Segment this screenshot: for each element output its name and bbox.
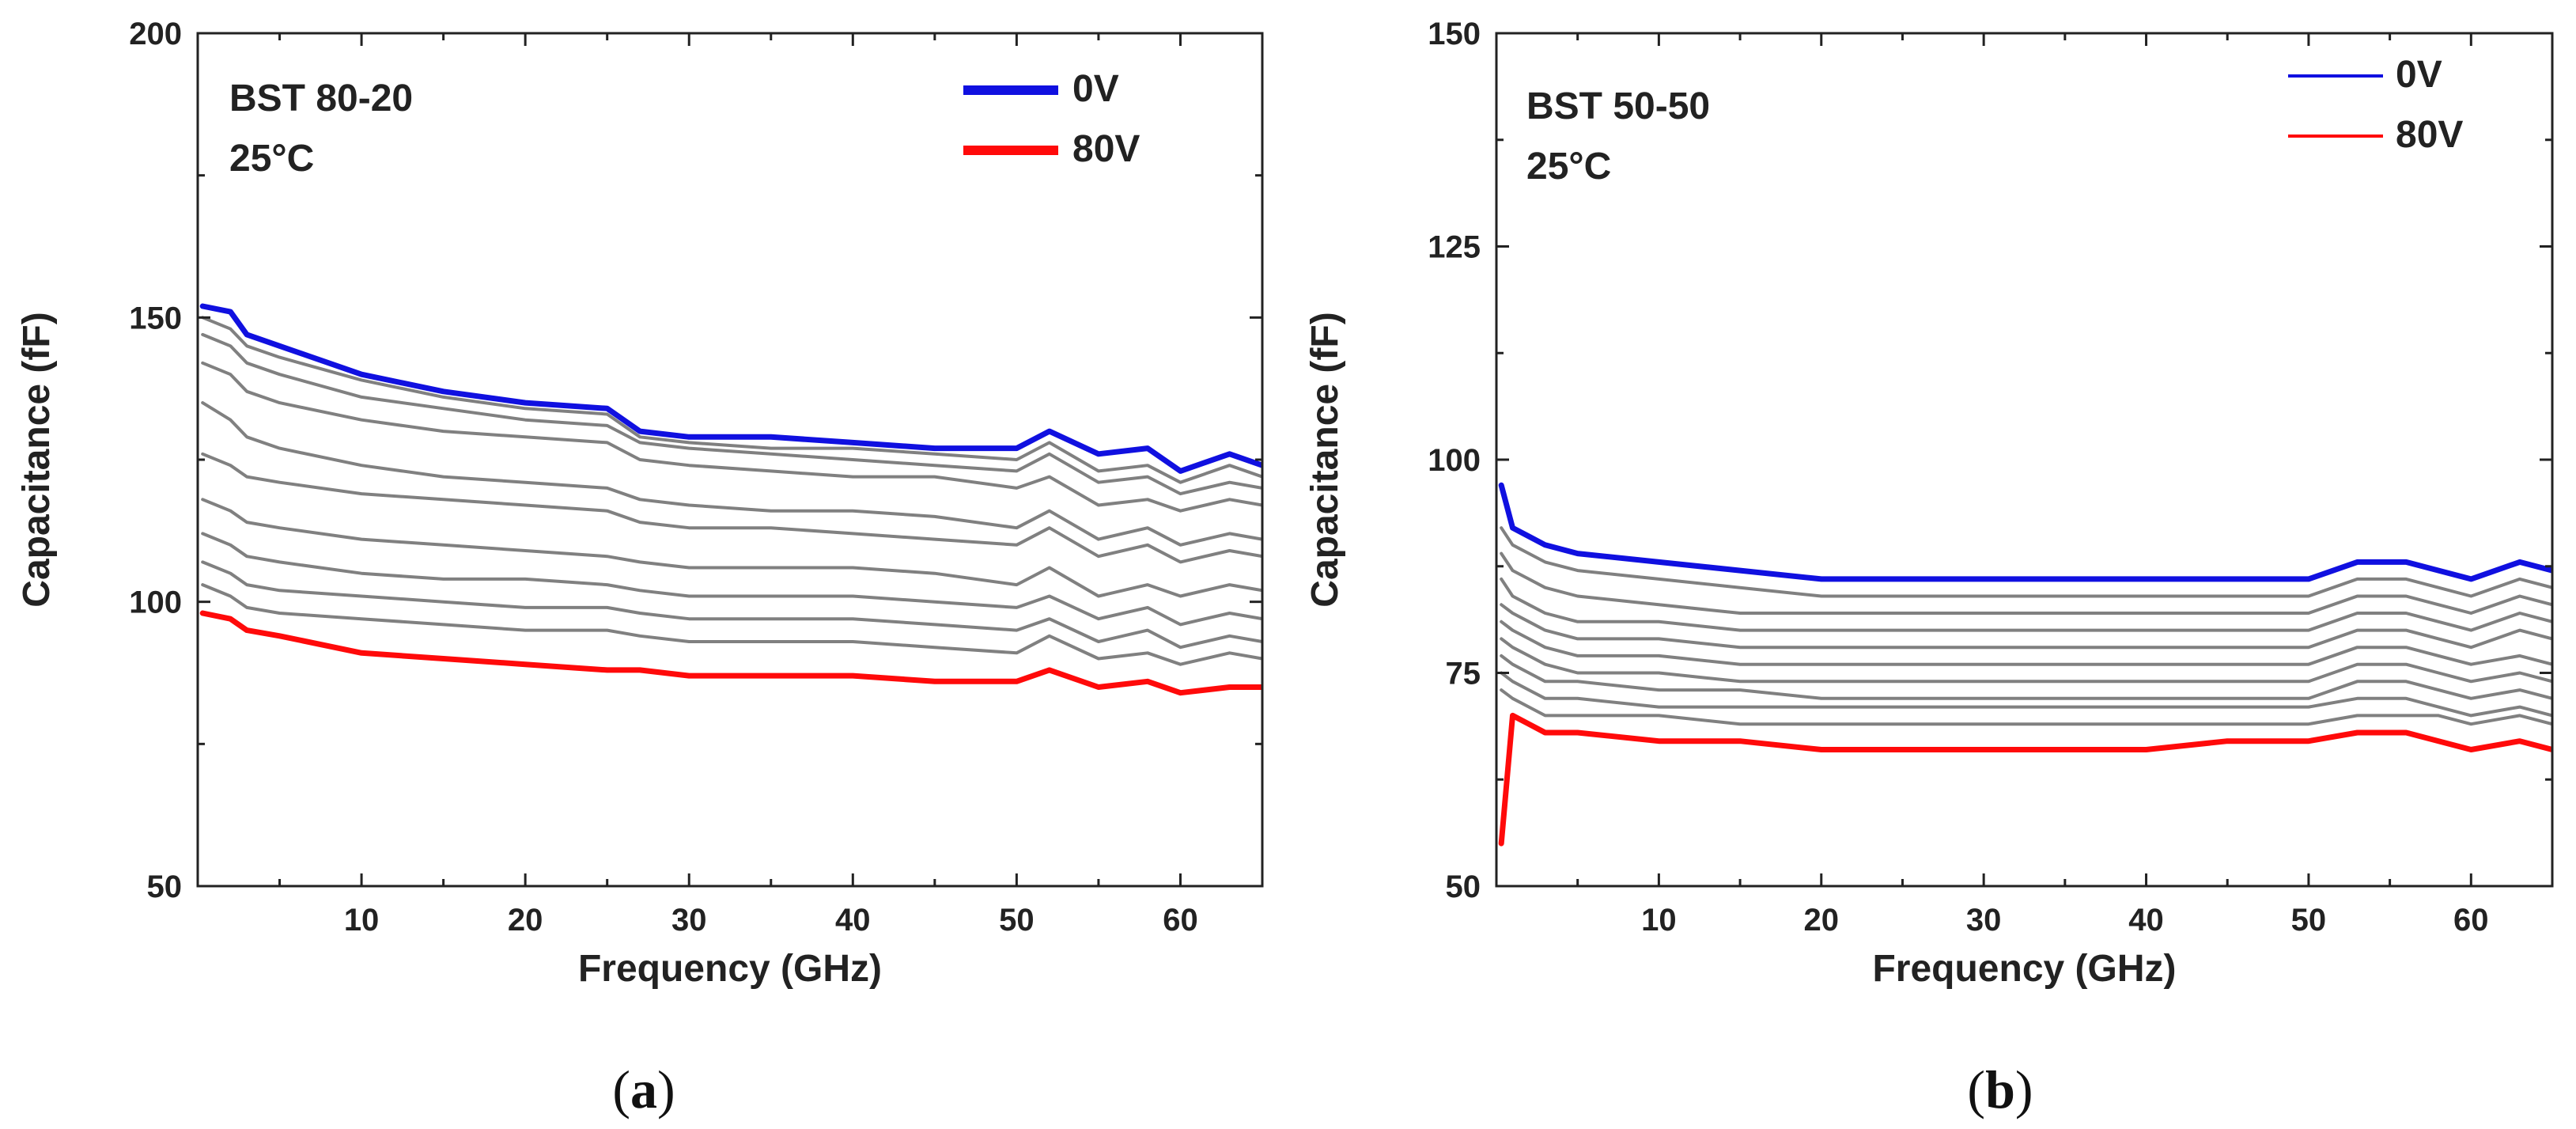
chart-b-y-tick-label: 50 xyxy=(1446,869,1481,904)
chart-b-x-tick-label: 50 xyxy=(2291,903,2327,938)
chart-a-series-80V xyxy=(199,610,1262,696)
chart-b-series-intermediate-5 xyxy=(1500,619,2552,666)
chart-b-series-intermediate-3 xyxy=(1500,577,2552,632)
chart-b-series-intermediate-7 xyxy=(1500,654,2552,700)
chart-b-legend-label-80V: 80V xyxy=(2396,114,2463,156)
chart-b-y-tick-label: 75 xyxy=(1446,657,1481,691)
chart-a-series-intermediate-2 xyxy=(201,332,1262,496)
chart-b-series-intermediate-1 xyxy=(1500,526,2552,598)
chart-a-series-0V xyxy=(199,303,1262,474)
chart-b-x-tick-label: 10 xyxy=(1641,903,1677,938)
chart-a-series-intermediate-3 xyxy=(201,361,1262,513)
chart-b-x-tick-label: 40 xyxy=(2128,903,2164,938)
chart-b-series-0V xyxy=(1498,482,2552,582)
chart-a-y-axis-title: Capacitance (fF) xyxy=(16,312,58,607)
chart-a-y-tick-label: 50 xyxy=(147,869,183,904)
chart-b-series-intermediate-6 xyxy=(1500,637,2552,684)
chart-a-series-group xyxy=(199,303,1262,696)
chart-b-panel-caption: (b) xyxy=(1967,1059,2033,1120)
chart-a-x-tick-label: 20 xyxy=(508,903,543,938)
chart-a-y-tick-label: 200 xyxy=(129,17,182,51)
chart-a-series-intermediate-6 xyxy=(201,498,1262,598)
chart-b-annotation-line: 25°C xyxy=(1526,146,1611,188)
chart-a-annotation-line: BST 80-20 xyxy=(229,78,413,119)
chart-a-series-intermediate-4 xyxy=(201,401,1262,547)
chart-a-series-intermediate-9 xyxy=(201,583,1262,666)
chart-a-series-intermediate-1 xyxy=(201,316,1262,484)
chart-a-panel-caption: (a) xyxy=(612,1059,675,1120)
chart-b-svg: 50 75 100 125 150 10 20 30 40 50 60 Frequency (GHz)… xyxy=(1304,17,2554,1120)
chart-b-series-group xyxy=(1498,482,2552,847)
chart-b-series-intermediate-8 xyxy=(1500,671,2552,718)
chart-a-x-axis-title: Frequency (GHz) xyxy=(578,948,882,990)
chart-b-series-intermediate-9 xyxy=(1500,688,2552,726)
chart-b-series-intermediate-4 xyxy=(1500,603,2552,650)
chart-a-svg: 50 100 150 200 10 20 30 40 50 60 Frequency (GHz) Ca… xyxy=(16,17,1264,1120)
chart-a-y-tick-label: 150 xyxy=(129,301,182,335)
chart-b-y-tick-label: 125 xyxy=(1428,230,1481,265)
chart-b-series-80V xyxy=(1498,712,2552,847)
chart-panel-b: 50 75 100 125 150 10 20 30 40 50 60 Frequency (GHz)… xyxy=(1288,0,2576,1129)
chart-b-y-axis-title: Capacitance (fF) xyxy=(1304,312,1346,607)
chart-a-x-tick-label: 40 xyxy=(835,903,871,938)
chart-b-y-tick-label: 150 xyxy=(1428,17,1481,51)
chart-b-plot-frame xyxy=(1495,32,2554,888)
chart-a-series-intermediate-8 xyxy=(201,560,1262,650)
chart-b-legend-label-0V: 0V xyxy=(2396,54,2442,96)
chart-a-x-tick-label: 60 xyxy=(1163,903,1198,938)
chart-b-x-tick-label: 20 xyxy=(1804,903,1840,938)
chart-b-x-tick-label: 30 xyxy=(1966,903,2002,938)
chart-panel-a: 50 100 150 200 10 20 30 40 50 60 Frequency (GHz) Ca… xyxy=(16,17,1264,1120)
chart-a-x-tick-label: 10 xyxy=(344,903,380,938)
chart-a-legend-label-0V: 0V xyxy=(1072,68,1119,110)
chart-b-x-axis-title: Frequency (GHz) xyxy=(1872,948,2176,990)
chart-a-annotation-line: 25°C xyxy=(229,138,314,180)
chart-b-annotation-line: BST 50-50 xyxy=(1526,85,1710,127)
chart-b-series-intermediate-2 xyxy=(1500,551,2552,615)
chart-b-y-tick-label: 100 xyxy=(1428,443,1481,478)
chart-a-series-intermediate-7 xyxy=(201,532,1262,627)
chart-b-x-tick-label: 60 xyxy=(2453,903,2489,938)
chart-a-series-intermediate-5 xyxy=(201,452,1262,564)
chart-a-x-tick-label: 30 xyxy=(671,903,707,938)
chart-a-legend-label-80V: 80V xyxy=(1072,128,1140,170)
chart-a-x-tick-label: 50 xyxy=(999,903,1035,938)
chart-a-y-tick-label: 100 xyxy=(129,585,182,620)
